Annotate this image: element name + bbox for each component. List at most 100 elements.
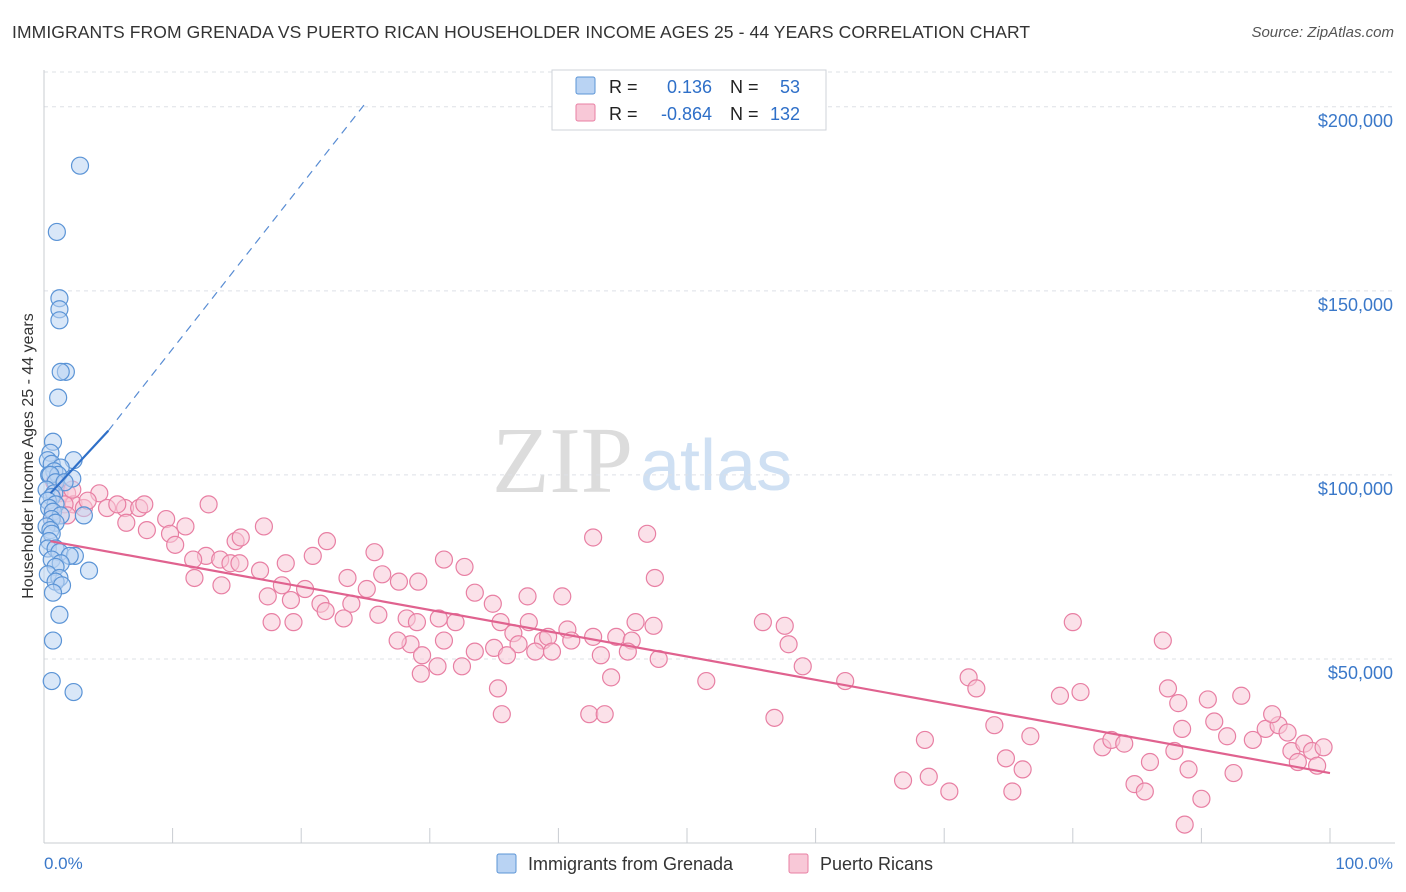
watermark-zip: ZIP [492, 409, 633, 513]
data-point-puerto-ricans [553, 587, 572, 606]
data-point-puerto-ricans [1063, 613, 1082, 632]
data-point-puerto-ricans [1158, 679, 1178, 698]
data-point-puerto-ricans [185, 568, 204, 588]
legend-n-label-puerto-ricans: N = [730, 104, 759, 124]
data-point-puerto-ricans [645, 568, 664, 588]
data-point-puerto-ricans [1278, 723, 1297, 742]
data-point-grenada [74, 506, 93, 525]
data-point-puerto-ricans [967, 679, 986, 698]
data-point-puerto-ricans [1169, 694, 1188, 713]
data-point-puerto-ricans [412, 646, 432, 665]
data-point-puerto-ricans [212, 576, 231, 595]
watermark-atlas: atlas [640, 426, 792, 506]
legend-r-value-grenada: 0.136 [667, 77, 712, 97]
data-point-puerto-ricans [276, 554, 295, 573]
series-legend: Immigrants from Grenada Puerto Ricans [496, 853, 933, 874]
data-point-puerto-ricans [492, 705, 511, 724]
data-point-puerto-ricans [1198, 690, 1217, 709]
data-point-puerto-ricans [303, 546, 322, 565]
data-point-puerto-ricans [793, 657, 812, 676]
data-point-puerto-ricans [644, 616, 663, 635]
x-tick-label-min: 0.0% [44, 854, 83, 873]
data-point-puerto-ricans [1175, 815, 1194, 834]
data-point-puerto-ricans [580, 705, 599, 724]
data-point-puerto-ricans [230, 554, 249, 573]
data-point-puerto-ricans [258, 587, 277, 606]
trend-line-grenada [49, 429, 110, 495]
data-point-puerto-ricans [166, 535, 185, 554]
data-point-grenada [50, 311, 69, 330]
data-point-puerto-ricans [509, 635, 528, 654]
data-point-puerto-ricans [389, 572, 409, 591]
data-point-puerto-ricans [117, 513, 136, 532]
bottom-legend-label-grenada: Immigrants from Grenada [528, 854, 734, 874]
data-point-puerto-ricans [434, 550, 454, 569]
data-point-grenada [43, 631, 63, 650]
y-axis-title: Householder Income Ages 25 - 44 years [20, 313, 37, 599]
data-point-puerto-ricans [1205, 712, 1224, 731]
data-point-grenada [50, 605, 69, 624]
data-point-puerto-ricans [1173, 719, 1192, 738]
y-tick-label: $50,000 [1328, 663, 1393, 683]
bottom-legend-swatch-puerto-ricans [788, 853, 809, 874]
data-point-puerto-ricans [411, 664, 430, 683]
data-point-puerto-ricans [775, 616, 794, 635]
data-point-puerto-ricans [262, 613, 281, 632]
data-point-puerto-ricans [1232, 686, 1251, 705]
data-point-puerto-ricans [1135, 782, 1154, 801]
data-point-puerto-ricans [488, 679, 508, 698]
data-point-puerto-ricans [434, 631, 454, 650]
legend-n-value-grenada: 53 [780, 77, 800, 97]
data-point-puerto-ricans [272, 576, 292, 595]
data-point-puerto-ricans [1003, 782, 1022, 801]
data-point-puerto-ricans [254, 517, 274, 536]
data-point-puerto-ricans [452, 657, 472, 676]
data-point-grenada [79, 561, 99, 580]
data-point-puerto-ricans [483, 594, 502, 613]
data-point-puerto-ricans [465, 583, 484, 602]
data-point-puerto-ricans [985, 716, 1004, 735]
bottom-legend-swatch-grenada [496, 853, 517, 874]
data-point-puerto-ricans [542, 642, 562, 661]
data-point-puerto-ricans [1179, 760, 1198, 779]
data-point-puerto-ricans [1314, 738, 1333, 757]
legend-n-label-grenada: N = [730, 77, 759, 97]
data-point-puerto-ricans [137, 521, 156, 540]
data-point-puerto-ricans [1218, 727, 1237, 746]
data-point-grenada [42, 671, 61, 691]
legend-r-label-grenada: R = [609, 77, 638, 97]
correlation-legend: R = 0.136 N = 53 R = -0.864 N = 132 [551, 69, 827, 131]
trend-extension-grenada [107, 102, 366, 432]
data-point-puerto-ricans [526, 642, 545, 661]
data-point-puerto-ricans [591, 646, 610, 665]
data-point-puerto-ricans [1243, 730, 1262, 750]
data-point-puerto-ricans [365, 543, 384, 562]
data-point-puerto-ricans [1153, 631, 1172, 650]
y-tick-label: $100,000 [1318, 479, 1393, 499]
data-point-puerto-ricans [1021, 727, 1040, 746]
data-point-puerto-ricans [334, 609, 353, 628]
data-point-puerto-ricans [338, 568, 357, 588]
data-point-puerto-ricans [1224, 763, 1243, 783]
data-point-puerto-ricans [465, 642, 484, 661]
data-point-puerto-ricans [996, 749, 1016, 768]
data-point-puerto-ricans [428, 657, 447, 676]
legend-r-value-puerto-ricans: -0.864 [661, 104, 712, 124]
data-point-puerto-ricans [584, 528, 603, 547]
legend-r-label-puerto-ricans: R = [609, 104, 638, 124]
data-point-puerto-ricans [584, 627, 603, 646]
data-point-puerto-ricans [317, 532, 337, 551]
data-point-puerto-ricans [135, 495, 154, 514]
source-credit: Source: ZipAtlas.com [1251, 24, 1394, 41]
chart-title: IMMIGRANTS FROM GRENADA VS PUERTO RICAN … [12, 22, 1031, 42]
x-tick-label-max: 100.0% [1335, 854, 1393, 873]
trend-lines [49, 102, 1331, 775]
data-point-puerto-ricans [626, 613, 645, 632]
legend-n-value-puerto-ricans: 132 [770, 104, 800, 124]
data-point-puerto-ricans [281, 590, 301, 610]
data-point-puerto-ricans [250, 561, 270, 580]
bottom-legend-label-puerto-ricans: Puerto Ricans [820, 854, 933, 874]
legend-swatch-puerto-ricans [575, 103, 596, 122]
x-ticks [43, 828, 1331, 843]
